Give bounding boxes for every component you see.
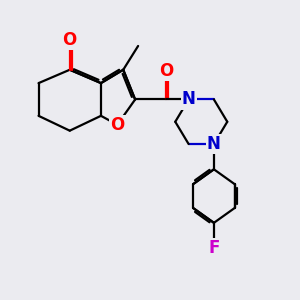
Text: O: O: [110, 116, 124, 134]
Text: N: N: [182, 91, 196, 109]
Text: N: N: [207, 135, 221, 153]
Text: F: F: [208, 239, 220, 257]
Text: O: O: [159, 62, 173, 80]
Text: O: O: [63, 31, 77, 49]
